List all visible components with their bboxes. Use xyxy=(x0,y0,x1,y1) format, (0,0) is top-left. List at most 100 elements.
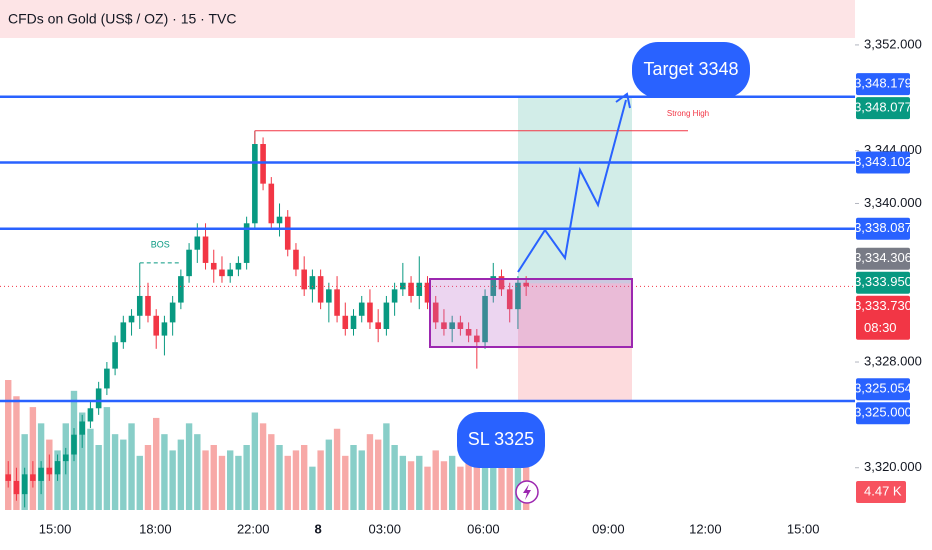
candle-body xyxy=(38,467,44,481)
candle-body xyxy=(260,144,266,184)
volume-bar xyxy=(300,445,308,510)
candle-body xyxy=(506,289,513,310)
candle-body xyxy=(5,474,12,481)
candle-body xyxy=(523,282,529,287)
volume-bar xyxy=(79,412,86,510)
bos-label: BOS xyxy=(151,239,170,249)
volume-bar xyxy=(153,417,160,510)
candle-body xyxy=(350,315,357,329)
volume-bar xyxy=(218,455,226,510)
price-tag xyxy=(856,97,910,120)
volume-bar xyxy=(473,450,481,510)
demand-zone xyxy=(429,278,633,348)
volume-bar xyxy=(374,439,382,510)
x-tick-label: 15:00 xyxy=(39,521,72,536)
volume-bar xyxy=(481,434,489,510)
candle-body xyxy=(62,454,69,462)
candle-body xyxy=(515,282,521,310)
candle-body xyxy=(178,276,184,303)
candle-body xyxy=(293,249,299,270)
volume-bar xyxy=(210,445,217,510)
candle-body xyxy=(391,289,398,303)
candle-body xyxy=(202,236,209,263)
price-layer: Strong High BOS xyxy=(0,95,855,508)
price-tag-label: 3,333.730 xyxy=(854,298,912,313)
volume-bar xyxy=(268,434,275,510)
candle-body xyxy=(408,282,414,296)
volume-tag-label: 4.47 K xyxy=(864,483,902,498)
volume-bar xyxy=(259,423,267,510)
price-tag-label: 3,333.950 xyxy=(854,274,912,289)
candle-body xyxy=(276,216,283,224)
candle-body xyxy=(235,262,242,270)
volume-bar xyxy=(243,445,250,510)
volume-bar xyxy=(87,428,94,510)
target-label: Target 3348 xyxy=(643,59,738,79)
candle-body xyxy=(268,183,275,224)
volume-bar xyxy=(383,423,390,510)
volume-bar xyxy=(448,455,456,510)
volume-bar xyxy=(465,461,472,510)
x-tick-label: 18:00 xyxy=(139,521,172,536)
volume-layer xyxy=(5,380,530,510)
x-tick-label: 15:00 xyxy=(787,521,820,536)
candle-body xyxy=(79,421,86,435)
candle-body xyxy=(46,467,53,475)
overlay-layer: Target 3348 SL 3325 CFDs on Gold (US$ / … xyxy=(8,11,750,504)
candle-body xyxy=(169,302,176,323)
volume-bar xyxy=(169,450,176,510)
arrow-head xyxy=(615,92,631,109)
volume-bar xyxy=(342,455,349,510)
candle-body xyxy=(301,269,307,290)
candle-body xyxy=(441,322,447,329)
candle-body xyxy=(21,474,28,495)
candle-body xyxy=(375,322,381,329)
volume-bar xyxy=(144,445,152,510)
volume-bar xyxy=(424,466,431,510)
candle-body xyxy=(490,276,497,296)
candle-body xyxy=(342,315,349,329)
candle-body xyxy=(309,276,316,290)
volume-bar xyxy=(177,439,185,510)
candle-body xyxy=(465,328,472,336)
price-tag-label: 3,338.087 xyxy=(854,220,912,235)
volume-bar xyxy=(226,450,234,510)
y-tick-label: 3,328.000 xyxy=(864,353,922,368)
candle-body xyxy=(334,289,340,316)
price-tag xyxy=(856,295,910,340)
loss-zone xyxy=(518,283,632,401)
volume-bar xyxy=(325,439,333,510)
volume-bar xyxy=(284,455,291,510)
volume-bar xyxy=(333,428,341,510)
volume-bar xyxy=(136,455,143,510)
volume-bar xyxy=(440,461,448,510)
candle-body xyxy=(145,295,151,316)
candle-body xyxy=(358,302,365,316)
volume-bar xyxy=(399,455,407,510)
volume-bar xyxy=(366,434,374,510)
candle-body xyxy=(120,322,127,343)
x-tick-label: 22:00 xyxy=(237,521,270,536)
candle-body xyxy=(457,322,464,329)
volume-bar xyxy=(350,445,357,510)
volume-bar xyxy=(498,455,505,510)
volume-bar xyxy=(111,434,119,510)
y-tick-label: 3,340.000 xyxy=(864,195,922,210)
volume-bar xyxy=(309,466,316,510)
alert-bolt xyxy=(523,484,531,500)
volume-tag xyxy=(856,481,906,503)
price-tag xyxy=(856,378,910,401)
candle-body xyxy=(153,315,160,336)
y-tick-label: 3,320.000 xyxy=(864,459,922,474)
background-layer xyxy=(518,96,632,401)
volume-bar xyxy=(251,412,259,510)
volume-bar xyxy=(29,407,37,510)
sl-bubble xyxy=(457,412,545,468)
candle-body xyxy=(30,474,36,481)
strong-high-label: Strong High xyxy=(667,109,709,118)
volume-bar xyxy=(514,445,522,510)
price-tag-label: 3,348.179 xyxy=(854,76,912,91)
volume-bar xyxy=(506,450,513,510)
price-tag-countdown: 08:30 xyxy=(864,320,897,335)
